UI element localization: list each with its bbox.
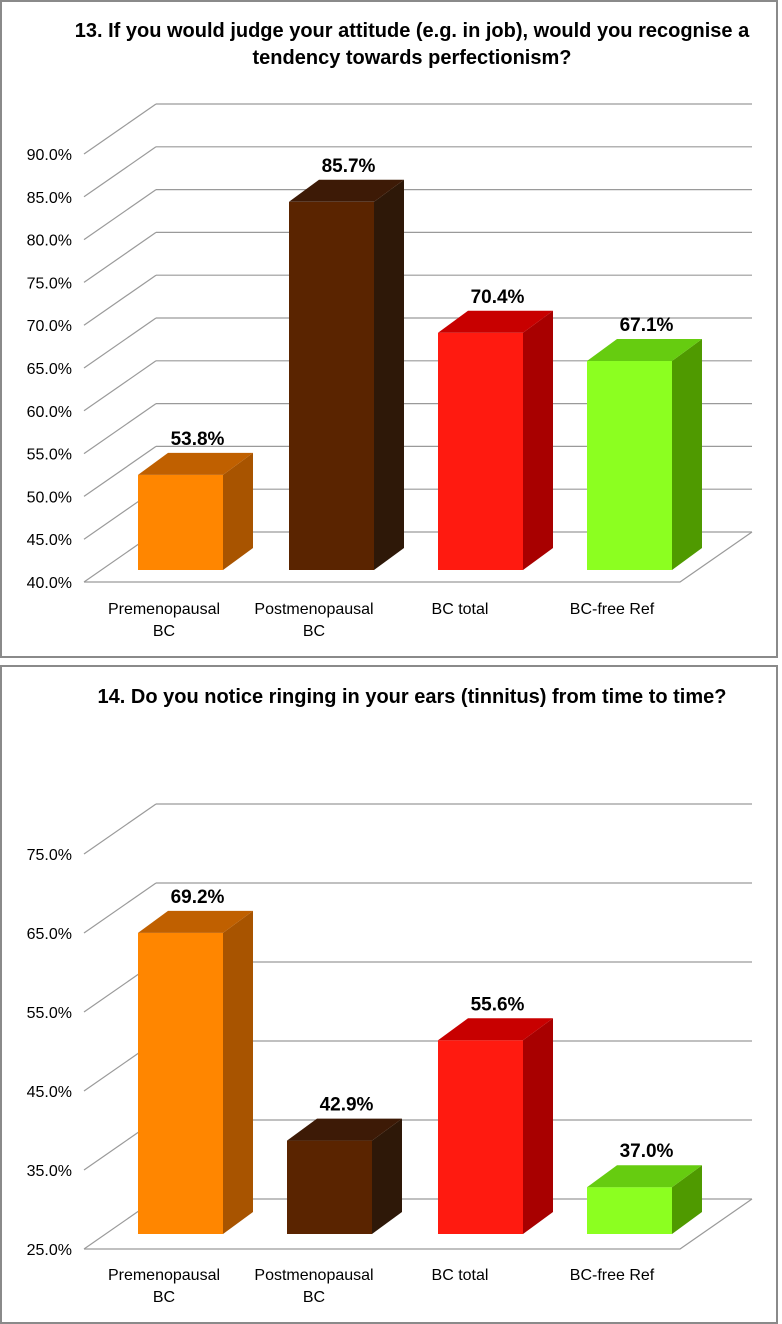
category-label: BC bbox=[303, 1289, 325, 1306]
bar-top bbox=[587, 1165, 702, 1188]
bar-top bbox=[438, 310, 553, 333]
category-label: Premenopausal bbox=[108, 1267, 220, 1284]
wall-diagonal bbox=[83, 317, 157, 369]
bar-chart-perfectionism: 40.0% 45.0% 50.0% 55.0% 60.0% 65.0% 70.0% 75.0%… bbox=[27, 103, 753, 640]
y-tick-label: 75.0% bbox=[27, 847, 72, 864]
bar-front bbox=[287, 1140, 372, 1234]
bar: 69.2% bbox=[138, 887, 253, 1234]
y-tick-label: 25.0% bbox=[27, 1242, 72, 1259]
chart-title: 14. Do you notice ringing in your ears (… bbox=[97, 686, 727, 708]
bar-front bbox=[587, 361, 672, 570]
category-label: Premenopausal bbox=[108, 601, 220, 618]
bars: 53.8% 85.7% 70.4% 67.1% bbox=[138, 156, 702, 571]
floor-edge bbox=[84, 1198, 753, 1250]
category-label: BC bbox=[153, 623, 175, 640]
wall-diagonal bbox=[83, 882, 157, 934]
y-tick-label: 90.0% bbox=[27, 147, 72, 164]
bar-front bbox=[438, 332, 523, 570]
wall-diagonal bbox=[83, 146, 157, 198]
wall-diagonal bbox=[83, 274, 157, 326]
category-label: BC bbox=[153, 1289, 175, 1306]
category-label: BC-free Ref bbox=[570, 1267, 655, 1284]
wall-diagonal bbox=[83, 803, 157, 855]
data-label: 70.4% bbox=[471, 287, 525, 308]
bar-side bbox=[223, 910, 253, 1234]
y-tick-label: 60.0% bbox=[27, 404, 72, 421]
bar-front bbox=[438, 1040, 523, 1234]
bar-chart-tinnitus: 25.0% 35.0% 45.0% 55.0% 65.0% 75.0% 69.2% 42.9%… bbox=[27, 803, 753, 1306]
data-label: 37.0% bbox=[620, 1141, 674, 1162]
bar-side bbox=[672, 1165, 702, 1234]
y-axis-ticks: 25.0% 35.0% 45.0% 55.0% 65.0% 75.0% bbox=[27, 847, 72, 1259]
bar-front bbox=[587, 1187, 672, 1234]
data-label: 85.7% bbox=[322, 156, 376, 177]
wall-diagonal bbox=[83, 231, 157, 283]
y-tick-label: 70.0% bbox=[27, 318, 72, 335]
bar-top bbox=[287, 1118, 402, 1141]
y-tick-label: 75.0% bbox=[27, 275, 72, 292]
data-label: 53.8% bbox=[171, 429, 225, 450]
bar: 67.1% bbox=[587, 315, 702, 570]
y-tick-label: 85.0% bbox=[27, 190, 72, 207]
x-axis-categories: Premenopausal BC Postmenopausal BC BC total B… bbox=[108, 1267, 655, 1306]
category-label: BC bbox=[303, 623, 325, 640]
category-label: Postmenopausal bbox=[254, 1267, 373, 1284]
bar: 53.8% bbox=[138, 429, 253, 570]
y-tick-label: 50.0% bbox=[27, 489, 72, 506]
category-label: BC total bbox=[432, 1267, 489, 1284]
y-tick-label: 35.0% bbox=[27, 1163, 72, 1180]
category-label: BC total bbox=[432, 601, 489, 618]
wall-diagonal bbox=[83, 403, 157, 455]
data-label: 55.6% bbox=[471, 994, 525, 1015]
bar-top bbox=[138, 910, 253, 933]
chart-title: 13. If you would judge your attitude (e.… bbox=[74, 20, 750, 69]
bar-side bbox=[372, 1118, 402, 1234]
bar-top bbox=[289, 179, 404, 202]
y-tick-label: 80.0% bbox=[27, 233, 72, 250]
bar-front bbox=[138, 932, 223, 1234]
bar-side bbox=[374, 179, 404, 571]
bar-side bbox=[523, 310, 553, 570]
wall-diagonal bbox=[83, 445, 157, 497]
floor-edge bbox=[84, 531, 753, 583]
bar: 55.6% bbox=[438, 994, 553, 1234]
bar: 70.4% bbox=[438, 287, 553, 570]
wall-diagonal bbox=[83, 189, 157, 241]
y-tick-label: 65.0% bbox=[27, 361, 72, 378]
y-tick-label: 55.0% bbox=[27, 447, 72, 464]
bar-side bbox=[223, 452, 253, 570]
data-label: 42.9% bbox=[320, 1095, 374, 1116]
category-label: BC-free Ref bbox=[570, 601, 655, 618]
bar-side bbox=[672, 339, 702, 570]
bar-front bbox=[138, 474, 223, 570]
y-tick-label: 65.0% bbox=[27, 926, 72, 943]
y-tick-label: 45.0% bbox=[27, 532, 72, 549]
data-label: 67.1% bbox=[620, 315, 674, 336]
chart-panel-tinnitus: 14. Do you notice ringing in your ears (… bbox=[0, 665, 778, 1324]
data-label: 69.2% bbox=[171, 887, 225, 908]
y-tick-label: 45.0% bbox=[27, 1084, 72, 1101]
bar: 37.0% bbox=[587, 1141, 702, 1234]
category-label: Postmenopausal bbox=[254, 601, 373, 618]
x-axis-categories: Premenopausal BC Postmenopausal BC BC total B… bbox=[108, 601, 655, 640]
bars: 69.2% 42.9% 55.6% 37.0% bbox=[138, 887, 702, 1234]
bar-top bbox=[138, 452, 253, 475]
wall-diagonal bbox=[83, 103, 157, 155]
y-axis-ticks: 40.0% 45.0% 50.0% 55.0% 60.0% 65.0% 70.0% 75.0%… bbox=[27, 147, 72, 592]
y-tick-label: 40.0% bbox=[27, 575, 72, 592]
bar-front bbox=[289, 201, 374, 571]
y-tick-label: 55.0% bbox=[27, 1005, 72, 1022]
chart-panel-perfectionism: 13. If you would judge your attitude (e.… bbox=[0, 0, 778, 658]
bar-side bbox=[523, 1018, 553, 1234]
wall-diagonal bbox=[83, 360, 157, 412]
bar-top bbox=[438, 1018, 553, 1041]
bar: 85.7% bbox=[289, 156, 404, 571]
bar-top bbox=[587, 339, 702, 362]
bar: 42.9% bbox=[287, 1095, 402, 1234]
